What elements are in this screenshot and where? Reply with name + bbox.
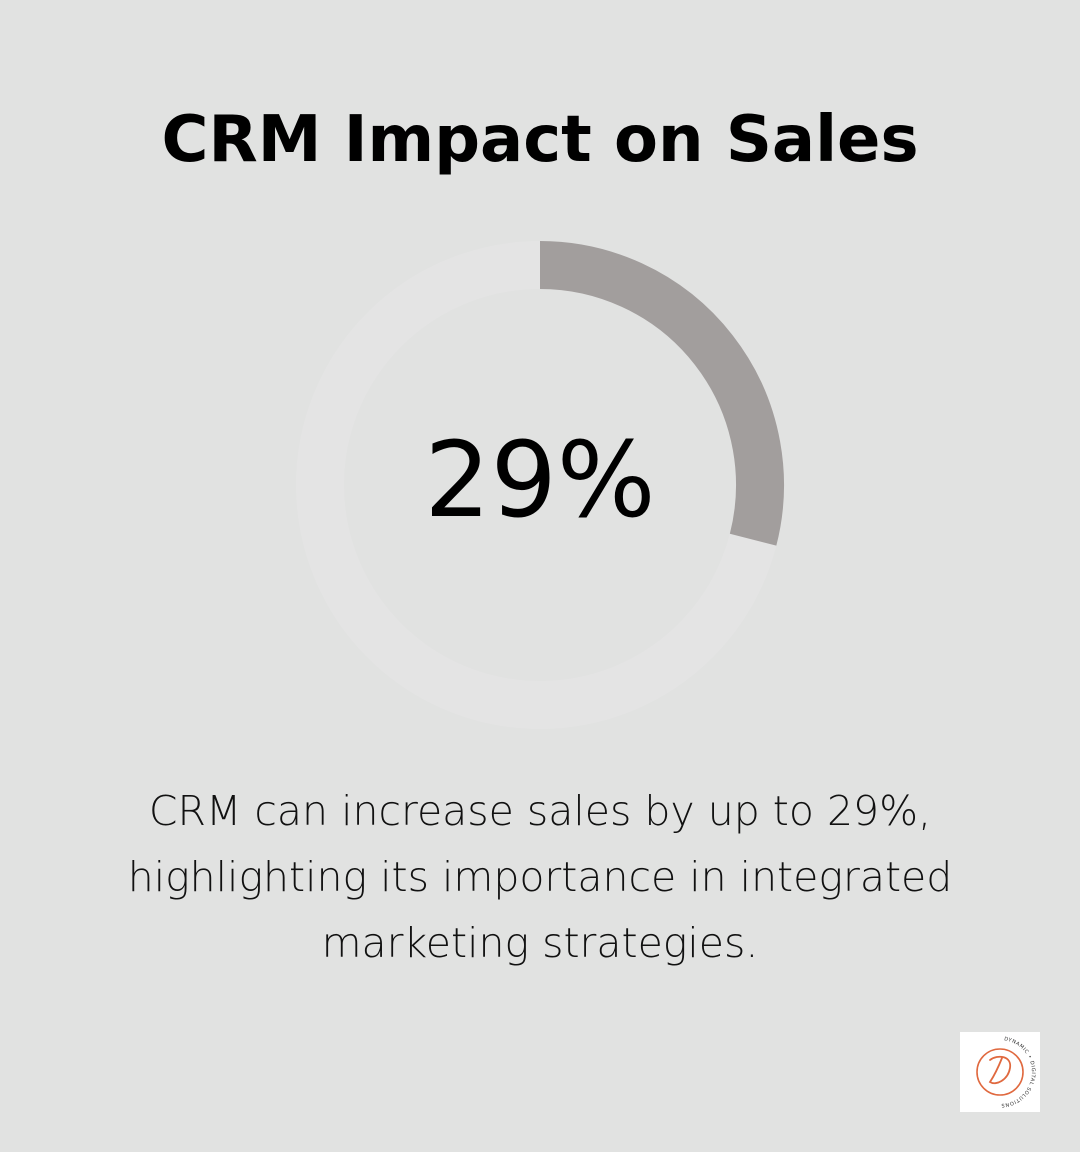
logo-text: DYNAMIC • DIGITAL SOLUTIONS [1001,1036,1036,1108]
donut-chart [296,241,784,729]
caption-line-2: highlighting its importance in integrate… [127,853,953,901]
caption-line-1: CRM can increase sales by up to 29%, [148,787,932,835]
donut-center-value: 29% [424,419,656,541]
brand-logo: DYNAMIC • DIGITAL SOLUTIONS [960,1032,1040,1112]
chart-title: CRM Impact on Sales [161,103,919,177]
caption: CRM can increase sales by up to 29%, hig… [90,778,990,976]
svg-text:DYNAMIC • DIGITAL SOLUTIONS: DYNAMIC • DIGITAL SOLUTIONS [1001,1036,1036,1108]
donut-value-arc [539,241,784,546]
caption-line-3: marketing strategies. [321,919,759,967]
dynamic-digital-solutions-logo-icon: DYNAMIC • DIGITAL SOLUTIONS [976,1036,1036,1108]
